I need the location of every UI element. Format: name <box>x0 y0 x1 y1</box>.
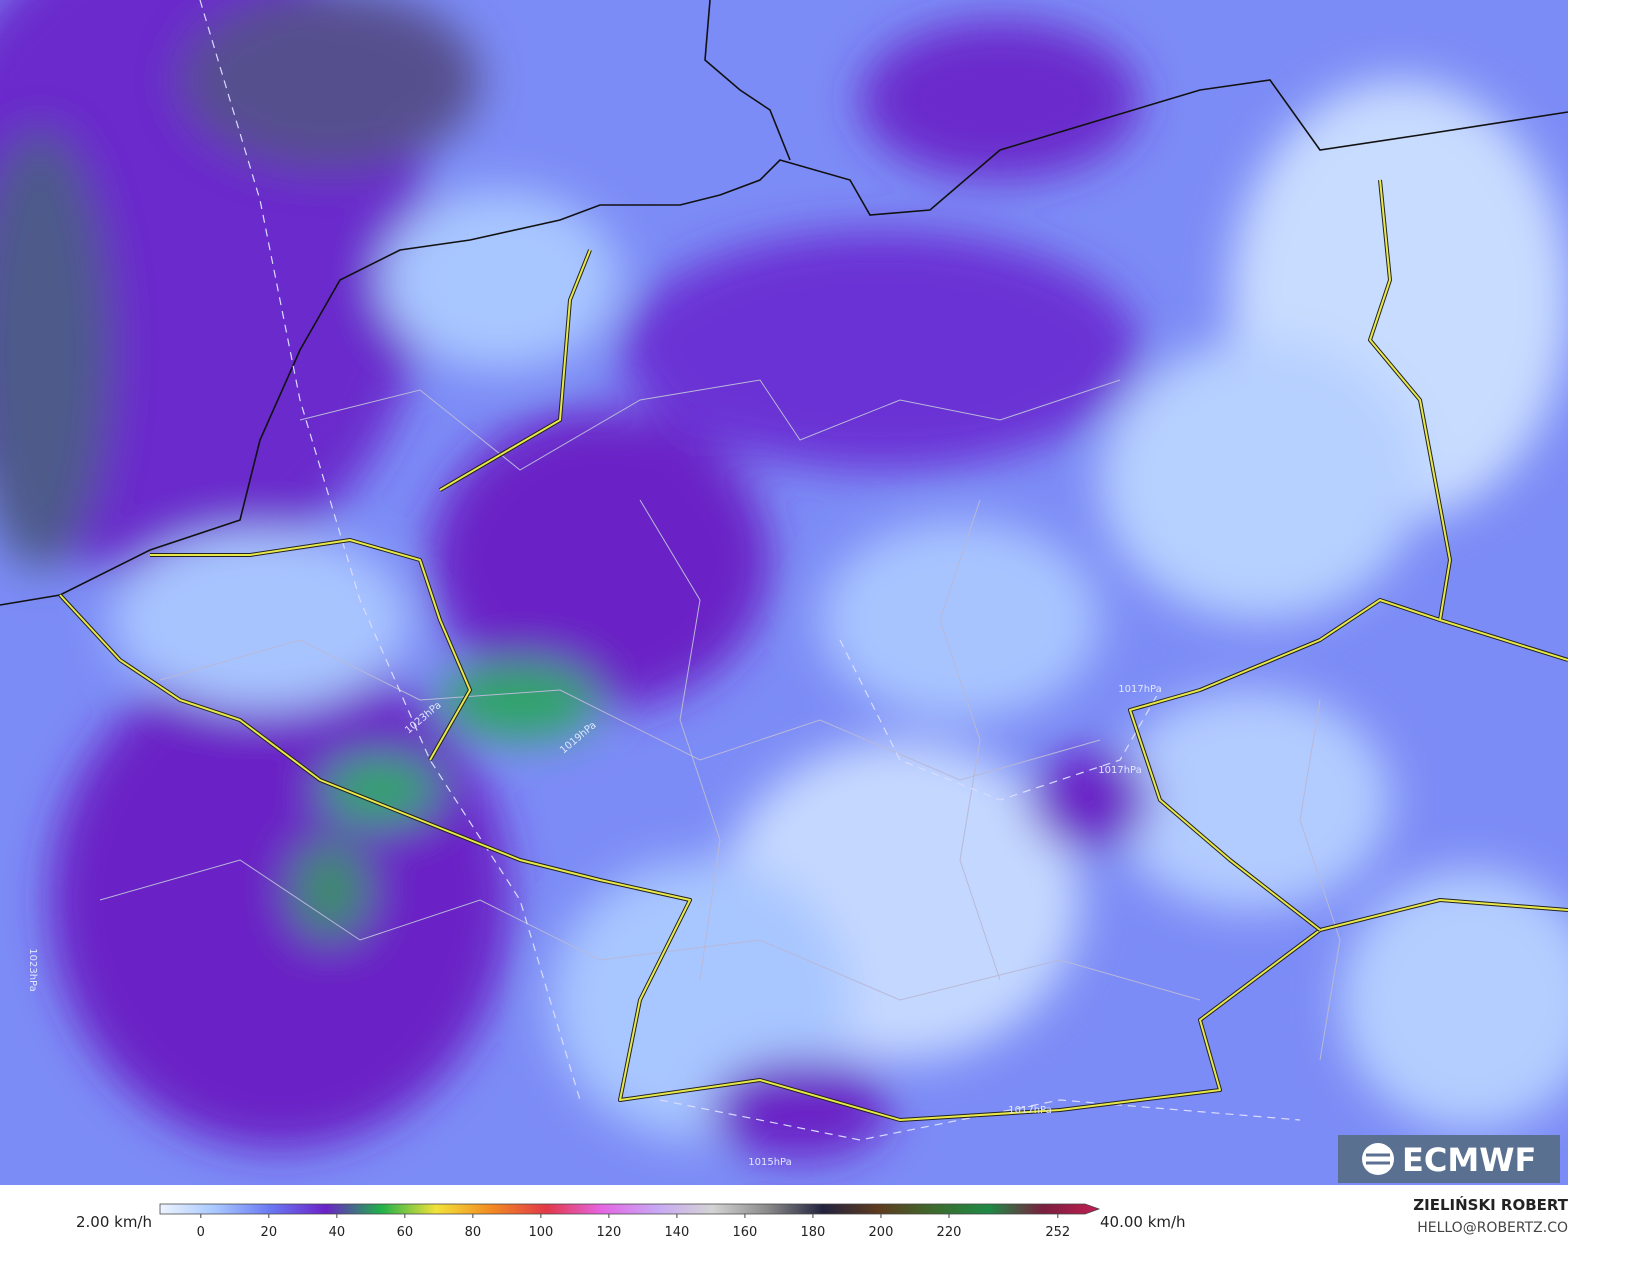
colorbar-tick-label: 0 <box>197 1225 205 1240</box>
isobar-label: 1017hPa <box>1098 765 1142 776</box>
colorbar-tick-label: 100 <box>528 1225 553 1240</box>
colorbar-tick-label: 220 <box>937 1225 962 1240</box>
map: 1023hPa1019hPa1017hPa1017hPa1017hPa1023h… <box>0 0 1568 1185</box>
colorbar-tick-label: 40 <box>329 1225 346 1240</box>
colorbar-tick-label: 80 <box>465 1225 482 1240</box>
logo-text: ECMWF <box>1402 1141 1536 1179</box>
isobar-label: 1023hPa <box>27 948 38 992</box>
credit-email: HELLO@ROBERTZ.CO <box>1417 1220 1568 1236</box>
colorbar-max-label: 40.00 km/h <box>1100 1213 1186 1231</box>
colorbar-bar <box>159 1203 1101 1215</box>
colorbar-tick-label: 20 <box>261 1225 278 1240</box>
colorbar-tick-label: 180 <box>801 1225 826 1240</box>
colorbar-tick-label: 140 <box>664 1225 689 1240</box>
colorbar-tick-label: 120 <box>596 1225 621 1240</box>
colorbar: 2.00 km/h 40.00 km/h 0 20 40 60 80 100 120 140 1… <box>76 1203 1186 1240</box>
isobar-label: 1017hPa <box>1008 1105 1052 1116</box>
isobar-label: 1015hPa <box>748 1157 792 1168</box>
wind-field <box>0 0 1568 1160</box>
isobar-label: 1017hPa <box>1118 684 1162 695</box>
colorbar-tick-label: 160 <box>733 1225 758 1240</box>
colorbar-min-label: 2.00 km/h <box>76 1213 152 1231</box>
credit-author: ZIELIŃSKI ROBERT <box>1413 1195 1568 1214</box>
country-borders <box>58 179 1568 1122</box>
colorbar-tick-label: 200 <box>869 1225 894 1240</box>
colorbar-tick-label: 60 <box>397 1225 414 1240</box>
colorbar-tick-label: 252 <box>1045 1225 1070 1240</box>
coastline <box>0 0 1568 606</box>
isobars <box>199 0 1301 1141</box>
admin-borders <box>99 379 1341 1061</box>
logo-box: ECMWF <box>1338 1135 1560 1183</box>
